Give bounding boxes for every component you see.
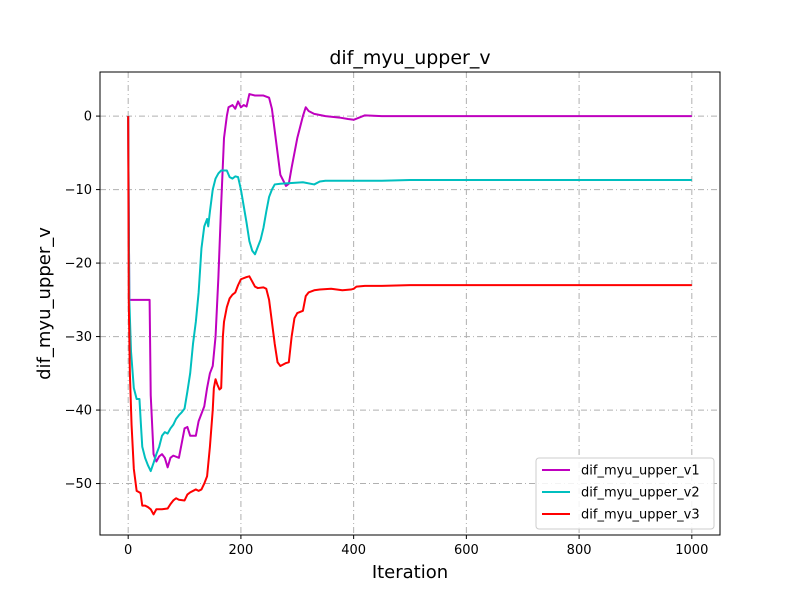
y-tick-label: −40 bbox=[65, 404, 92, 419]
legend-label-1: dif_myu_upper_v1 bbox=[581, 464, 700, 479]
legend: dif_myu_upper_v1 dif_myu_upper_v2 dif_myu_… bbox=[535, 457, 715, 530]
series-line-2 bbox=[127, 116, 692, 473]
y-tick-label: −10 bbox=[65, 183, 92, 198]
legend-box bbox=[535, 457, 715, 530]
x-tick-label: 0 bbox=[124, 543, 132, 558]
x-tick-label: 1000 bbox=[675, 543, 708, 558]
axes-frame bbox=[99, 71, 721, 536]
x-tick-label: 800 bbox=[567, 543, 592, 558]
chart-title: dif_myu_upper_v bbox=[329, 47, 490, 69]
axis-ticks: 0 200 400 600 800 1000 0 −10 −20 −30 −40 −50 bbox=[65, 110, 709, 558]
x-tick-label: 400 bbox=[341, 543, 366, 558]
x-tick-label: 600 bbox=[454, 543, 479, 558]
y-tick-label: −30 bbox=[65, 330, 92, 345]
plot-series bbox=[127, 93, 692, 516]
legend-label-3: dif_myu_upper_v3 bbox=[581, 508, 700, 523]
series-line-1 bbox=[127, 93, 692, 469]
legend-label-2: dif_myu_upper_v2 bbox=[581, 486, 700, 501]
series-line-3 bbox=[127, 116, 692, 516]
y-tick-label: −50 bbox=[65, 477, 92, 492]
y-axis-label: dif_myu_upper_v bbox=[34, 227, 55, 380]
y-tick-label: 0 bbox=[84, 110, 92, 125]
y-tick-label: −20 bbox=[65, 257, 92, 272]
x-axis-label: Iteration bbox=[372, 562, 448, 583]
x-tick-label: 200 bbox=[228, 543, 253, 558]
